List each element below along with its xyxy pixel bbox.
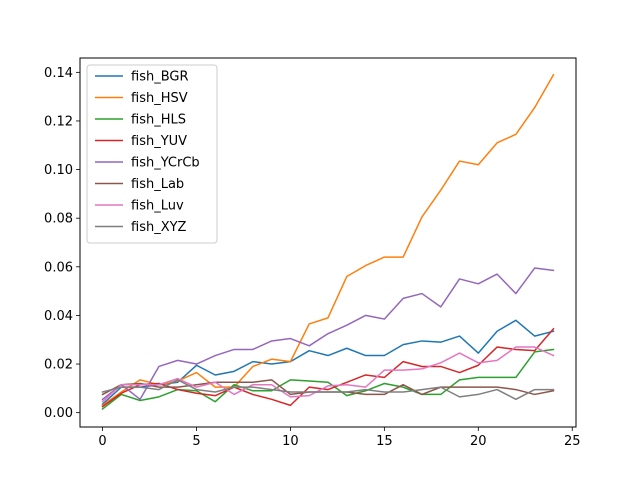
x-tick-label: 0	[98, 434, 106, 449]
y-tick-label: 0.04	[44, 309, 73, 324]
legend-label: fish_HSV	[131, 91, 188, 106]
series-line-fish-bgr	[101, 319, 555, 406]
legend-label: fish_BGR	[131, 70, 189, 85]
y-tick-label: 0.06	[44, 260, 73, 275]
x-tick-label: 20	[470, 434, 487, 449]
series-layer	[101, 73, 555, 411]
y-tick-label: 0.02	[44, 358, 73, 373]
x-axis: 0 5 10 15 20 25	[98, 427, 581, 449]
series-line-fish-hsv	[101, 73, 555, 407]
series-line-fish-luv	[101, 346, 555, 403]
y-tick-label: 0.14	[44, 66, 73, 81]
y-axis: 0.00 0.02 0.04 0.06 0.08 0.10 0.12 0.14	[44, 66, 80, 421]
legend-frame	[86, 64, 218, 244]
legend-label: fish_HLS	[131, 113, 186, 128]
y-tick-label: 0.00	[44, 406, 73, 421]
legend-label: fish_YCrCb	[131, 156, 200, 171]
x-tick-label: 10	[282, 434, 299, 449]
series-line-fish-ycrcb	[101, 267, 555, 401]
x-tick-label: 5	[192, 434, 200, 449]
x-tick-label: 15	[376, 434, 393, 449]
series-line-fish-yuv	[101, 327, 555, 408]
legend-label: fish_Lab	[131, 177, 184, 192]
x-tick-label: 25	[564, 434, 581, 449]
legend-label: fish_YUV	[131, 134, 187, 149]
y-tick-label: 0.08	[44, 212, 73, 227]
plot-frame	[79, 57, 577, 428]
y-tick-label: 0.12	[44, 114, 73, 129]
series-line-fish-xyz	[101, 379, 555, 401]
legend-label: fish_Luv	[131, 199, 184, 214]
legend-label: fish_XYZ	[131, 220, 187, 235]
legend: fish_BGR fish_HSV fish_HLS fish_YUV fish_YCr…	[86, 64, 218, 244]
y-tick-label: 0.10	[44, 163, 73, 178]
